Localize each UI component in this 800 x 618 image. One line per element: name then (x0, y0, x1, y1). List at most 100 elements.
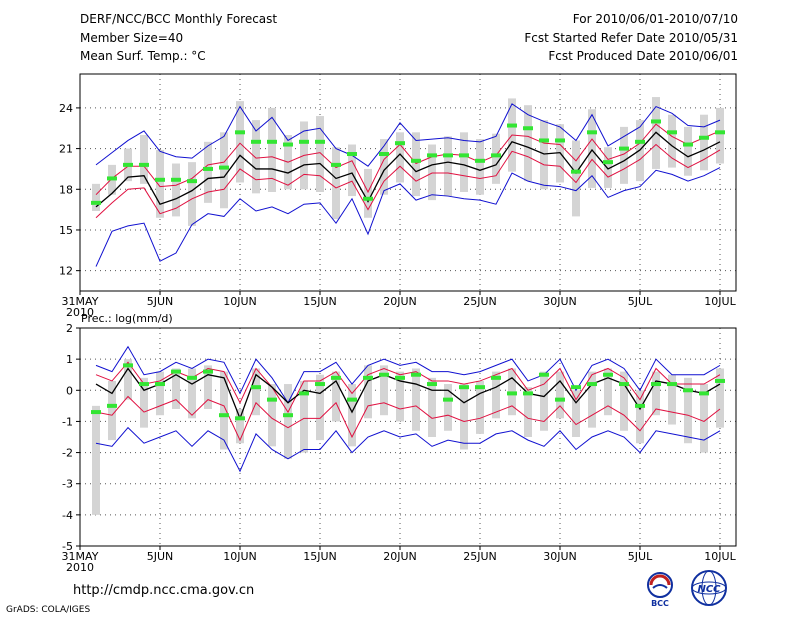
precip-range-bar (460, 384, 468, 450)
precip-y-tick-label: -5 (62, 540, 73, 553)
precip-x-tick-label: 31MAY (62, 550, 99, 563)
temp-range-bar (684, 126, 692, 176)
precip-observed-mark (443, 397, 453, 402)
temp-range-bar (140, 135, 148, 184)
precip-observed-mark (219, 413, 229, 418)
temp-observed-mark (635, 139, 645, 144)
temp-range-bar (396, 132, 404, 183)
temp-range-bar (604, 147, 612, 188)
temp-x-tick-label: 5JUN (147, 295, 174, 308)
precip-range-bar (92, 405, 100, 515)
precip-observed-mark (651, 382, 661, 387)
temp-observed-mark (523, 126, 533, 131)
temp-x-tick-label: 31MAY (62, 295, 99, 308)
precip-y-tick-label: -3 (62, 478, 73, 491)
precip-range-bar (396, 371, 404, 422)
precip-range-bar (188, 368, 196, 419)
temp-observed-mark (427, 153, 437, 158)
precip-range-bar (620, 371, 628, 431)
temp-mean-minus-one-std-line (95, 143, 721, 219)
temp-observed-mark (347, 152, 357, 157)
temp-observed-mark (667, 130, 677, 135)
temp-observed-mark (699, 135, 709, 140)
temp-observed-mark (555, 138, 565, 143)
precip-observed-mark (123, 363, 133, 368)
temp-observed-mark (267, 139, 277, 144)
temp-ensemble-min-line (95, 167, 721, 267)
temp-observed-mark (219, 165, 229, 170)
temp-x-tick-label: 20JUN (383, 295, 417, 308)
precip-range-bar (700, 384, 708, 453)
precip-x-tick-label: 20JUN (383, 550, 417, 563)
precip-observed-mark (363, 375, 373, 380)
precip-plot-frame (79, 327, 737, 547)
forecast-period-label: For 2010/06/01-2010/07/10 (572, 12, 738, 26)
precip-range-bar (540, 371, 548, 431)
temp-observed-mark (363, 196, 373, 201)
precip-range-bar (108, 380, 116, 441)
precip-title: Prec.: log(mm/d) (81, 312, 173, 325)
precip-y-tick-label: 0 (66, 384, 73, 397)
precip-observed-mark (347, 397, 357, 402)
precip-x-tick-label: 30JUN (543, 550, 577, 563)
precip-observed-mark (427, 382, 437, 387)
temp-range-bar (252, 120, 260, 194)
precip-range-bar (684, 377, 692, 444)
temp-range-bar (524, 105, 532, 182)
precip-range-bar (140, 377, 148, 428)
precip-observed-mark (331, 375, 341, 380)
temp-observed-mark (571, 169, 581, 174)
temp-plot-frame (79, 73, 737, 292)
precip-observed-mark (235, 416, 245, 421)
temp-range-bar (588, 109, 596, 188)
temperature-chart: 24 21 18 15 12 31MAY 5JUN 10JUN 15JUN 20JUN 25JUN 3… (59, 73, 737, 319)
temp-range-bar (220, 132, 228, 209)
precip-y-tick-label: 2 (66, 322, 73, 335)
precip-observed-mark (699, 391, 709, 396)
temp-observed-mark (459, 153, 469, 158)
temp-y-tick-label: 15 (59, 224, 73, 237)
precip-ensemble-min-line (95, 426, 721, 473)
source-url-link[interactable]: http://cmdp.ncc.cma.gov.cn (73, 583, 255, 598)
precip-range-bar (220, 371, 228, 450)
temp-observed-mark (171, 177, 181, 182)
temp-x-tick-label: 15JUN (303, 295, 337, 308)
precip-observed-mark (667, 382, 677, 387)
precip-x-tick-label: 15JUN (303, 550, 337, 563)
precip-range-bar (572, 390, 580, 437)
temp-observed-mark (491, 153, 501, 158)
precip-observed-mark (523, 391, 533, 396)
temp-range-bar (348, 144, 356, 197)
precip-observed-mark (171, 369, 181, 374)
precip-range-bar (172, 368, 180, 409)
temp-observed-mark (315, 139, 325, 144)
forecast-title: DERF/NCC/BCC Monthly Forecast (80, 12, 278, 26)
started-date-label: Fcst Started Refer Date 2010/05/31 (524, 31, 738, 45)
temp-observed-mark (619, 146, 629, 151)
temp-observed-mark (139, 162, 149, 167)
temp-range-bar (716, 107, 724, 164)
variable-label: Mean Surf. Temp.: °C (80, 49, 206, 63)
precip-mean-minus-one-std-line (95, 395, 721, 442)
temp-observed-mark (539, 138, 549, 143)
bcc-logo-text: BCC (651, 599, 669, 608)
precip-range-bar (524, 387, 532, 437)
temp-observed-mark (203, 166, 213, 171)
precip-observed-mark (379, 372, 389, 377)
precip-observed-mark (107, 403, 117, 408)
temp-range-bar (364, 168, 372, 218)
precip-x-tick-label: 5JUL (628, 550, 653, 563)
temp-range-bar (620, 126, 628, 184)
temp-range-bar (236, 101, 244, 183)
temp-range-bar (428, 144, 436, 201)
ncc-logo-icon: NCC (691, 570, 727, 606)
precip-range-bar (668, 374, 676, 425)
temp-range-bar (380, 139, 388, 195)
temp-x-tick-label: 10JUN (223, 295, 257, 308)
precip-x-tick-label: 10JUN (223, 550, 257, 563)
temp-observed-mark (651, 119, 661, 124)
precip-observed-mark (587, 382, 597, 387)
precip-observed-mark (603, 372, 613, 377)
temp-range-bar (700, 114, 708, 171)
precip-observed-mark (619, 382, 629, 387)
